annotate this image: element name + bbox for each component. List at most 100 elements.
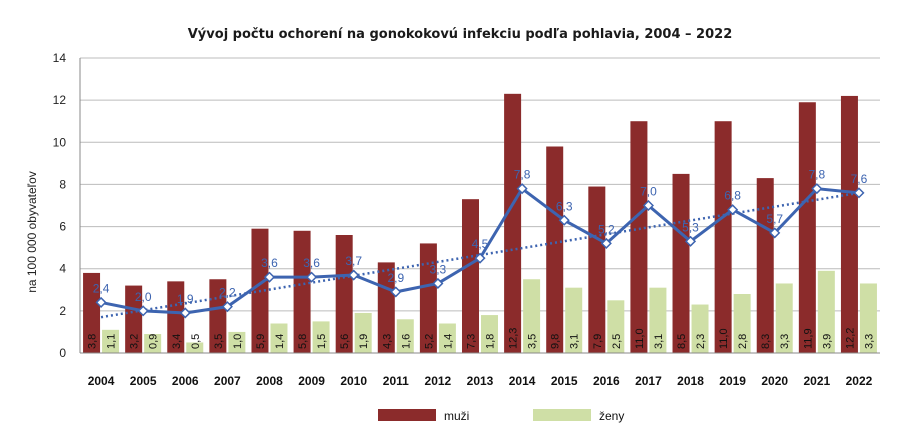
y-tick-label: 14 (53, 51, 67, 65)
bar-men-value-label: 5,9 (255, 334, 267, 349)
bar-women-value-label: 1,4 (274, 334, 286, 349)
line-value-label: 2,0 (135, 290, 152, 304)
line-marker (179, 307, 191, 319)
x-tick-label: 2018 (677, 374, 704, 388)
bar-women-value-label: 3,1 (653, 334, 665, 349)
bar-women (312, 321, 330, 353)
bar-women (438, 323, 456, 353)
line-value-label: 7,0 (640, 185, 657, 199)
bar-men-value-label: 4,3 (381, 334, 393, 349)
y-tick-label: 0 (59, 346, 66, 360)
bar-women-value-label: 3,1 (569, 334, 581, 349)
axes: 0 2 4 6 8 10 12 14 2004 2005 2006 2007 2008 2009 2010 2… (53, 51, 880, 388)
bar-women-value-label: 3,3 (863, 334, 875, 349)
bar-men-value-label: 8,5 (676, 334, 688, 349)
bar-women-value-label: 1,1 (106, 334, 118, 349)
bar-men (125, 285, 143, 353)
line-marker (95, 296, 107, 308)
x-tick-label: 2021 (803, 374, 830, 388)
x-tick-label: 2009 (298, 374, 325, 388)
bar-men (588, 186, 606, 353)
line-marker (516, 183, 528, 195)
bar-women (607, 300, 625, 353)
bar-women (270, 323, 288, 353)
bar-men (840, 95, 858, 353)
bar-women (565, 287, 583, 353)
line-marker (811, 183, 823, 195)
line-marker (306, 271, 318, 283)
x-tick-label: 2015 (551, 374, 578, 388)
series-line: 2,4 2,0 1,9 2,2 3,6 3,6 3,7 2,9 3,3 4,5 7,8 6,3 5,2 7… (93, 168, 868, 319)
y-axis-label: na 100 000 obyvateľov (25, 171, 39, 293)
line-marker (853, 187, 865, 199)
bar-men (672, 173, 690, 353)
bar-men (419, 243, 437, 353)
bar-men (293, 230, 311, 353)
y-tick-label: 8 (59, 177, 66, 191)
bar-men (209, 279, 227, 353)
x-tick-label: 2008 (256, 374, 283, 388)
x-tick-label: 2012 (425, 374, 452, 388)
bar-men (630, 121, 648, 353)
bar-women-value-label: 1,4 (442, 334, 454, 349)
y-tick-label: 4 (59, 262, 66, 276)
x-tick-label: 2007 (214, 374, 241, 388)
legend-swatch-men (378, 409, 436, 421)
line-marker (348, 269, 360, 281)
y-tick-label: 2 (59, 304, 66, 318)
bar-women (396, 319, 414, 353)
y-tick-label: 6 (59, 220, 66, 234)
line-value-label: 2,4 (93, 281, 110, 295)
y-tick-label: 10 (53, 135, 67, 149)
bar-men (335, 235, 353, 353)
bar-men (462, 199, 479, 353)
line-value-label: 7,8 (514, 168, 531, 182)
line-value-label: 4,5 (472, 237, 489, 251)
bar-women (228, 331, 246, 353)
x-tick-label: 2004 (88, 374, 115, 388)
bar-women (775, 283, 793, 353)
bar-men (504, 93, 522, 354)
bar-men-value-label: 3,8 (87, 334, 99, 349)
line-marker (727, 204, 739, 216)
bar-men (756, 178, 774, 353)
line-marker (600, 237, 612, 249)
bar-women-value-label: 3,3 (779, 334, 791, 349)
line-value-label: 7,6 (851, 172, 868, 186)
bar-men (167, 281, 185, 353)
line-value-label: 1,9 (177, 292, 194, 306)
x-tick-label: 2017 (635, 374, 662, 388)
bar-men-value-label: 5,2 (423, 334, 435, 349)
line-value-label: 5,3 (682, 220, 699, 234)
bar-women (186, 342, 204, 353)
bar-men-value-label: 3,5 (213, 334, 225, 349)
bar-women-value-label: 3,9 (821, 334, 833, 349)
bar-women-value-label: 1,8 (485, 334, 497, 349)
bar-women-value-label: 0,9 (148, 334, 160, 349)
line-value-label: 5,2 (598, 222, 615, 236)
bar-women-value-label: 2,3 (695, 334, 707, 349)
bar-women (691, 304, 709, 353)
x-tick-label: 2022 (846, 374, 873, 388)
bar-women-value-label: 1,5 (316, 334, 328, 349)
line-marker (263, 271, 276, 283)
line-marker (474, 252, 486, 264)
x-tick-label: 2019 (719, 374, 746, 388)
line-marker (432, 277, 444, 290)
bar-women (859, 283, 877, 353)
line-value-label: 3,7 (345, 254, 362, 268)
bar-women (102, 329, 120, 353)
bar-men (83, 272, 101, 353)
bar-women (523, 279, 541, 353)
bar-men-value-label: 5,8 (297, 334, 309, 349)
x-tick-label: 2006 (172, 374, 199, 388)
bar-women-value-label: 2,8 (737, 334, 749, 349)
line-value-label: 5,7 (766, 212, 783, 226)
bar-women-value-label: 0,5 (190, 334, 202, 349)
bar-men-value-label: 3,4 (171, 334, 183, 349)
x-tick-label: 2020 (761, 374, 788, 388)
bar-men-value-label: 7,9 (592, 334, 604, 349)
bar-women-value-label: 1,0 (232, 334, 244, 349)
x-tick-label: 2005 (130, 374, 157, 388)
